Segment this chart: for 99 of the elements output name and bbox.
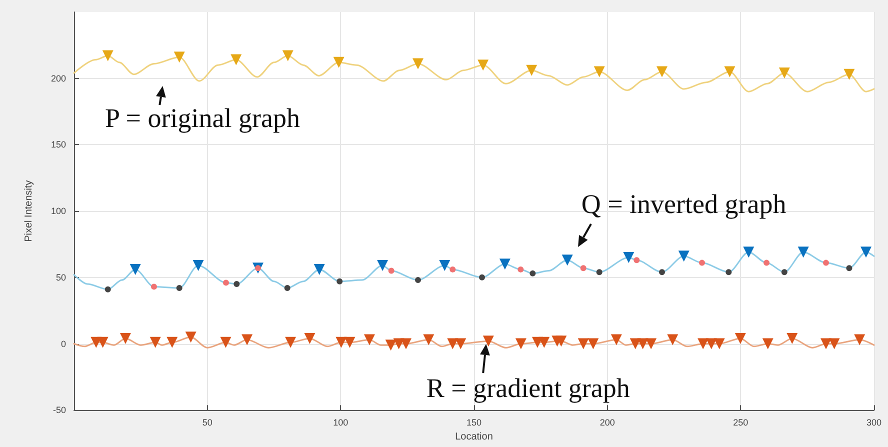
point [823, 260, 829, 266]
point [285, 336, 296, 348]
point [455, 338, 466, 350]
point [412, 58, 424, 70]
y-tick-label: 50 [56, 272, 66, 282]
point [714, 338, 725, 350]
point [314, 264, 325, 275]
point [439, 260, 450, 271]
point [344, 336, 356, 348]
point [623, 252, 634, 263]
point [786, 332, 798, 344]
point [518, 266, 524, 272]
point [336, 336, 347, 348]
y-axis-title: Pixel Intensity [24, 180, 34, 242]
point [174, 52, 185, 63]
point [844, 68, 855, 80]
point [724, 66, 736, 78]
point [610, 334, 622, 346]
y-tick-label: -50 [52, 405, 66, 416]
x-axis-title: Location [455, 432, 493, 442]
point [526, 64, 538, 76]
point [562, 254, 573, 266]
point [846, 265, 852, 272]
x-tick-label: 50 [202, 418, 212, 428]
point [854, 334, 866, 346]
point [798, 246, 809, 258]
point [234, 281, 240, 288]
y-tick-label: 0 [60, 338, 66, 349]
point [185, 332, 196, 343]
point [304, 332, 316, 344]
point [104, 286, 111, 292]
point [596, 269, 602, 276]
point [778, 68, 790, 79]
point [820, 338, 832, 350]
point [580, 265, 586, 272]
point [637, 338, 648, 350]
point [192, 260, 204, 271]
y-tick-label: 150 [50, 140, 66, 150]
point [97, 336, 108, 348]
point [220, 336, 232, 348]
point [678, 250, 690, 262]
annotation: Q = inverted graph [581, 189, 786, 220]
point [828, 338, 840, 350]
point [556, 336, 567, 347]
point [588, 338, 599, 350]
point [176, 285, 182, 292]
point [734, 332, 746, 344]
point [333, 56, 344, 68]
point [726, 269, 732, 276]
x-tick-label: 200 [600, 418, 615, 428]
point [388, 268, 394, 274]
x-tick-label: 150 [466, 418, 482, 428]
point [764, 260, 770, 266]
point [667, 334, 678, 346]
annotation: P = original graph [105, 102, 300, 133]
point [646, 338, 657, 350]
point [699, 260, 705, 266]
point [860, 246, 872, 258]
point [450, 266, 456, 272]
point [377, 260, 388, 271]
point [282, 50, 294, 62]
point [166, 336, 178, 348]
point [656, 66, 668, 78]
point [400, 338, 412, 350]
point [415, 277, 421, 284]
point [120, 332, 131, 344]
point [479, 274, 485, 280]
point [130, 264, 141, 275]
point [336, 278, 343, 284]
point [230, 54, 242, 66]
point [698, 338, 709, 350]
point [594, 66, 605, 78]
point [499, 258, 510, 270]
y-tick-label: 200 [50, 73, 66, 84]
point [515, 338, 526, 350]
x-tick-label: 100 [333, 418, 348, 428]
point [364, 334, 375, 346]
point [781, 269, 788, 276]
point [223, 280, 229, 286]
point [478, 60, 489, 71]
x-tick-label: 300 [866, 418, 882, 428]
point [482, 336, 494, 347]
x-tick-label: 250 [733, 418, 748, 428]
point [385, 340, 396, 351]
y-tick-label: 100 [50, 206, 66, 216]
point [284, 285, 290, 292]
point [102, 50, 114, 62]
point [634, 257, 640, 264]
point [659, 269, 665, 276]
point [151, 284, 157, 290]
point [538, 336, 550, 348]
point [578, 338, 589, 350]
point [423, 334, 434, 346]
point [762, 338, 774, 350]
point [242, 334, 253, 346]
point [530, 270, 536, 276]
point [150, 336, 161, 348]
point [743, 246, 754, 258]
annotation: R = gradient graph [426, 373, 630, 404]
